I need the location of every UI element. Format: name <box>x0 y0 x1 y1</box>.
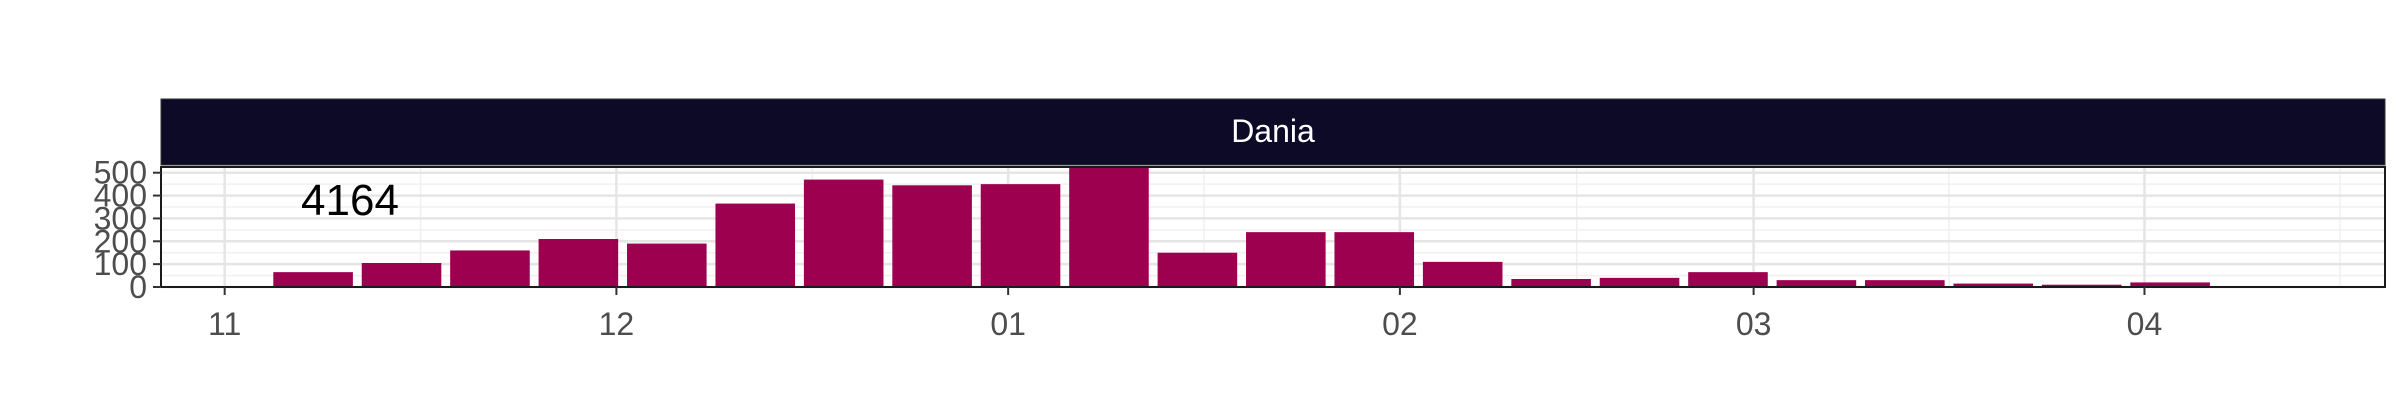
bar <box>1776 280 1857 287</box>
bar <box>1157 252 1238 287</box>
y-tick-label: 0 <box>129 269 147 305</box>
y-tick-label: 200 <box>94 223 147 259</box>
bar <box>1688 272 1768 287</box>
bar <box>627 243 707 287</box>
bar <box>361 263 442 287</box>
bar <box>1511 279 1591 287</box>
x-axis: 11 12 01 02 03 04 <box>208 287 2162 342</box>
y-tick-label: 400 <box>94 178 147 214</box>
bar <box>2130 282 2210 287</box>
bar <box>892 185 972 287</box>
facet-strip <box>160 98 2386 166</box>
bar <box>803 179 884 287</box>
bar <box>1953 283 2034 287</box>
grid-lines <box>161 167 2385 289</box>
bar <box>1246 232 1326 287</box>
x-tick-label: 11 <box>208 306 241 342</box>
bar <box>1599 277 1680 287</box>
plot-panel-border <box>160 166 2386 288</box>
facet-strip-label: Dania <box>1231 113 1315 149</box>
x-tick-label: 04 <box>2127 306 2163 342</box>
x-tick-label: 01 <box>990 306 1026 342</box>
bars <box>273 167 2210 287</box>
y-tick-label: 300 <box>94 200 147 236</box>
bar <box>2041 284 2122 287</box>
bar <box>450 250 530 287</box>
bar <box>1069 167 1149 287</box>
bar <box>1865 280 1945 287</box>
bar <box>980 184 1061 287</box>
bar <box>715 203 796 287</box>
bar <box>1422 261 1503 287</box>
y-tick-label: 500 <box>94 155 147 191</box>
x-tick-label: 12 <box>599 306 635 342</box>
y-tick-label: 100 <box>94 246 147 282</box>
bar <box>1334 232 1415 287</box>
x-tick-label: 02 <box>1382 306 1418 342</box>
x-tick-label: 03 <box>1736 306 1772 342</box>
bar <box>538 239 619 287</box>
total-annotation: 4164 <box>301 176 399 225</box>
bar <box>273 272 353 287</box>
